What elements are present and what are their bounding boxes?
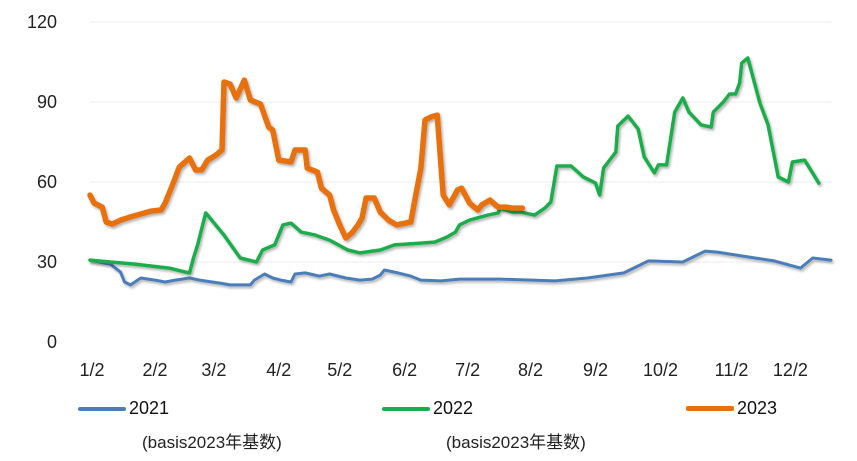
legend-item-2021: 2021 <box>78 398 169 419</box>
x-tick-label: 4/2 <box>266 360 291 380</box>
x-tick-label: 7/2 <box>455 360 480 380</box>
legend-label-2022: 2022 <box>433 398 474 418</box>
series-lines <box>87 56 833 287</box>
y-tick-label: 90 <box>37 92 57 112</box>
gridlines <box>90 21 831 263</box>
legend-swatch-2023 <box>686 406 734 411</box>
x-tick-label: 11/2 <box>715 360 749 380</box>
y-tick-label: 60 <box>37 172 57 192</box>
x-tick-label: 6/2 <box>392 360 417 380</box>
x-tick-label: 10/2 <box>643 360 678 380</box>
y-tick-label: 0 <box>47 332 57 352</box>
x-tick-label: 9/2 <box>583 360 608 380</box>
y-tick-label: 30 <box>37 252 57 272</box>
y-axis: 0 30 60 90 120 <box>27 12 57 352</box>
x-tick-label: 1/2 <box>80 360 105 380</box>
legend-note-2022: (basis2023年基数) <box>446 433 586 452</box>
series-line-2023 <box>87 77 526 241</box>
series-line-2022 <box>88 56 821 275</box>
x-tick-label: 8/2 <box>518 360 543 380</box>
x-axis: 1/2 2/2 3/2 4/2 5/2 6/2 7/2 8/2 9/2 10/2 11/2 12/2 <box>80 360 808 380</box>
legend-label-2023: 2023 <box>737 398 778 418</box>
legend-swatch-2021 <box>78 406 126 411</box>
x-tick-label: 3/2 <box>201 360 226 380</box>
legend-note-2021: (basis2023年基数) <box>142 433 282 452</box>
x-tick-label: 2/2 <box>142 360 167 380</box>
legend-label-2021: 2021 <box>129 398 170 418</box>
x-tick-label: 5/2 <box>327 360 352 380</box>
legend-item-2022: 2022 <box>382 398 473 419</box>
legend-item-2023: 2023 <box>686 398 777 419</box>
y-tick-label: 120 <box>27 12 57 32</box>
legend-swatch-2022 <box>382 406 430 411</box>
x-tick-label: 12/2 <box>773 360 808 380</box>
series-line-2021 <box>88 249 833 287</box>
